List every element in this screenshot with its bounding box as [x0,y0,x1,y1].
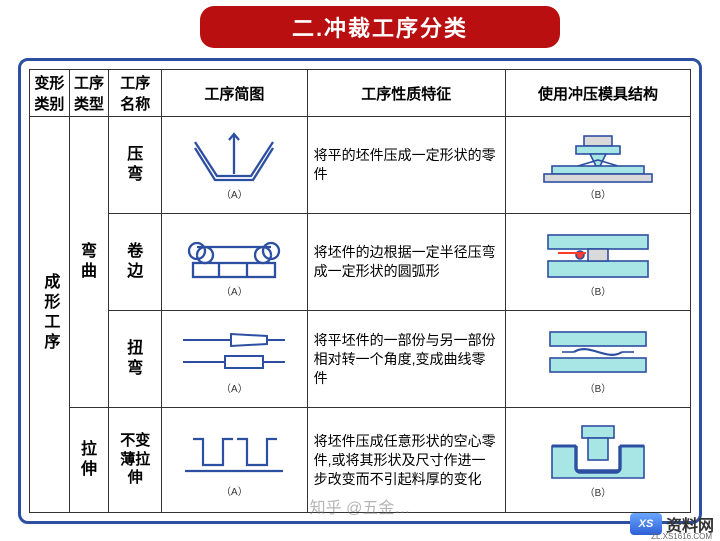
hdr-name-text: 工序 名称 [120,75,150,113]
process-table: 变形 类别 工序 类型 工序 名称 工序简图 工序性质特征 使用冲压模具结构 成… [29,69,691,513]
sketch-label-2: （A） [166,380,302,395]
cell-category: 成形工序 [30,117,70,513]
cell-feature-2: 将平坯件的一部份与另一部份相对转一个角度,变成曲线零件 [307,311,505,408]
cell-name-3: 不变薄拉伸 [109,408,162,513]
die-label-2: （B） [510,380,686,395]
cell-sketch-0: （A） [162,117,307,214]
hdr-feature: 工序性质特征 [307,70,505,117]
type-draw-label: 拉伸 [81,440,97,480]
sketch-label-3: （A） [166,483,302,498]
table-row: 成形工序 弯曲 压弯 [30,117,691,214]
hdr-feature-text: 工序性质特征 [361,86,451,103]
hdr-die: 使用冲压模具结构 [505,70,690,117]
hdr-category-text: 变形 类别 [34,75,64,113]
cell-feature-3: 将坯件压成任意形状的空心零件,或将其形状及尺寸作进一步改变而不引起料厚的变化 [307,408,505,513]
name-1: 卷边 [127,242,143,282]
die-label-1: （B） [510,283,686,298]
die-pressbend-icon [534,130,662,188]
cell-die-2: （B） [505,311,690,408]
cell-sketch-1: （A） [162,214,307,311]
die-label-3: （B） [510,484,686,499]
table-row: 卷边 （A） 将坯件的边根据一定半 [30,214,691,311]
cell-die-3: （B） [505,408,690,513]
section-title: 二.冲裁工序分类 [200,6,560,48]
cell-feature-1: 将坯件的边根据一定半径压弯成一定形状的圆弧形 [307,214,505,311]
die-deepdraw-icon [534,422,662,486]
category-label: 成形工序 [37,273,61,353]
section-title-text: 二.冲裁工序分类 [292,11,468,43]
die-curl-icon [534,227,662,285]
sketch-deepdraw-icon [175,423,293,485]
cell-die-0: （B） [505,117,690,214]
table-frame: 变形 类别 工序 类型 工序 名称 工序简图 工序性质特征 使用冲压模具结构 成… [18,58,702,524]
name-2: 扭弯 [127,339,143,379]
sketch-label-0: （A） [166,186,302,201]
cell-name-0: 压弯 [109,117,162,214]
sketch-curl-icon [175,227,293,285]
hdr-die-text: 使用冲压模具结构 [538,86,658,103]
hdr-name: 工序 名称 [109,70,162,117]
sketch-label-1: （A） [166,283,302,298]
name-3: 不变薄拉伸 [120,432,150,488]
table-header-row: 变形 类别 工序 类型 工序 名称 工序简图 工序性质特征 使用冲压模具结构 [30,70,691,117]
name-0: 压弯 [127,145,143,185]
hdr-sketch-text: 工序简图 [204,86,264,103]
cell-name-1: 卷边 [109,214,162,311]
table-row: 扭弯 （A） 将平坯件的一部份与另 [30,311,691,408]
type-bend-label: 弯曲 [81,242,97,282]
cell-type-draw: 拉伸 [69,408,109,513]
cell-die-1: （B） [505,214,690,311]
die-label-0: （B） [510,186,686,201]
cell-feature-0: 将平的坯件压成一定形状的零件 [307,117,505,214]
cell-sketch-3: （A） [162,408,307,513]
sketch-pressbend-icon [175,130,293,188]
hdr-type-text: 工序 类型 [74,75,104,113]
cell-sketch-2: （A） [162,311,307,408]
cell-type-bend: 弯曲 [69,117,109,408]
hdr-category: 变形 类别 [30,70,70,117]
cell-name-2: 扭弯 [109,311,162,408]
table-row: 拉伸 不变薄拉伸 （A） 将坯件压成任意形状的空心零件,或将其形状及 [30,408,691,513]
hdr-sketch: 工序简图 [162,70,307,117]
die-twist-icon [534,324,662,382]
sketch-twist-icon [175,324,293,382]
hdr-type: 工序 类型 [69,70,109,117]
